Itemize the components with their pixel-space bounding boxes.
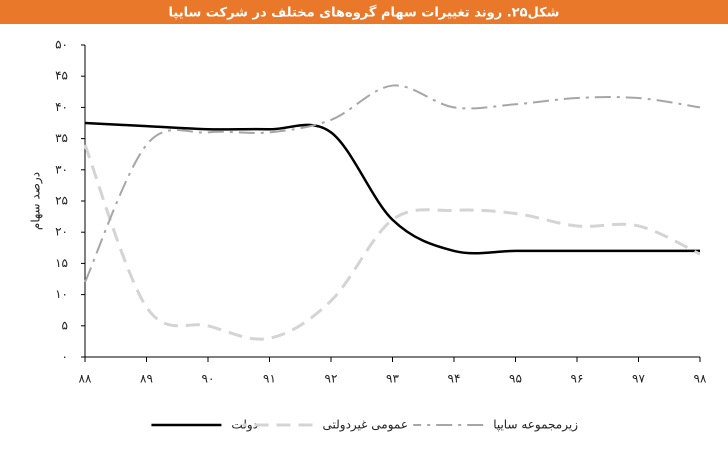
series-line — [84, 84, 701, 283]
y-tick-label: ۵۰ — [55, 38, 68, 52]
x-tick-label: ۹۸ — [694, 372, 707, 386]
y-tick-label: ۴۰ — [55, 100, 68, 114]
y-tick-label: ۲۵ — [55, 194, 68, 208]
y-tick-label: ۲۰ — [55, 225, 68, 239]
x-tick-label: ۹۳ — [386, 372, 399, 386]
x-tick-label: ۹۵ — [509, 372, 522, 386]
y-tick-label: ۳۵ — [55, 131, 68, 145]
x-tick-label: ۹۶ — [571, 372, 584, 386]
y-axis-label: درصد سهام — [29, 172, 44, 230]
x-tick-label: ۹۲ — [325, 372, 338, 386]
series-line — [84, 121, 700, 255]
series-line — [83, 144, 701, 341]
y-tick-label: ۰ — [62, 350, 68, 364]
x-tick-label: ۹۱ — [263, 372, 276, 386]
title-bar — [0, 0, 728, 24]
y-tick-label: ۱۰ — [55, 287, 68, 301]
x-tick-label: ۹۰ — [202, 372, 215, 386]
x-tick-label: ۸۹ — [140, 372, 153, 386]
chart-title: شکل۲۵. روند تغییرات سهام گروه‌های مختلف … — [169, 5, 560, 21]
x-tick-label: ۹۴ — [448, 372, 461, 386]
y-tick-label: ۵ — [62, 318, 68, 332]
x-tick-label: ۹۷ — [632, 372, 645, 386]
y-tick-label: ۳۰ — [55, 162, 68, 176]
y-tick-label: ۱۵ — [55, 256, 68, 270]
legend-label[interactable]: عمومی غیردولتی — [323, 418, 408, 433]
y-tick-label: ۴۵ — [55, 69, 68, 83]
x-tick-label: ۸۸ — [79, 372, 92, 386]
legend-label[interactable]: زیرمجموعه سایپا — [493, 418, 578, 433]
